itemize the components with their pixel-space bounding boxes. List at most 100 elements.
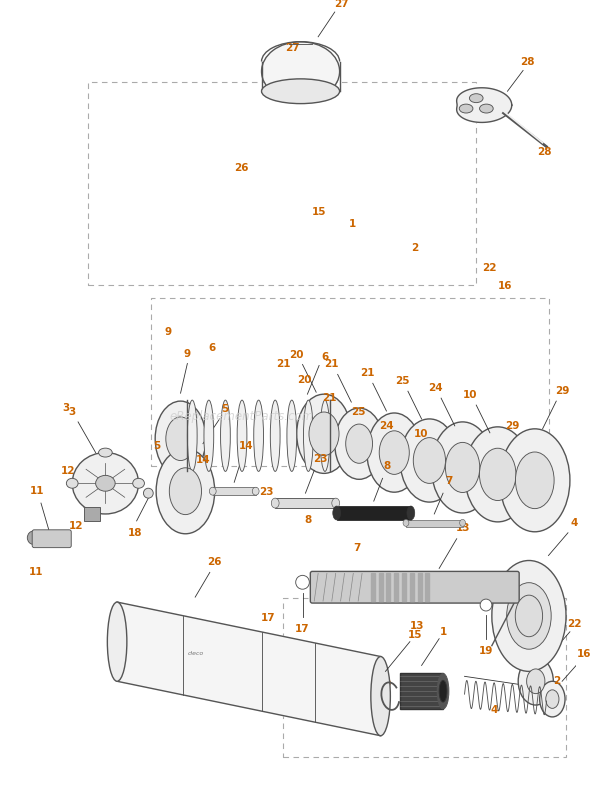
Text: 5: 5: [153, 441, 160, 452]
Text: 8: 8: [304, 515, 312, 525]
Circle shape: [143, 488, 153, 498]
Text: 4: 4: [490, 705, 498, 715]
Ellipse shape: [492, 561, 566, 671]
Text: 29: 29: [555, 386, 569, 396]
Text: 11: 11: [30, 486, 44, 496]
Text: 28: 28: [520, 57, 534, 66]
Text: 13: 13: [410, 621, 425, 630]
Polygon shape: [457, 88, 512, 123]
Text: 14: 14: [238, 440, 253, 451]
Text: 19: 19: [378, 679, 392, 689]
Ellipse shape: [204, 400, 214, 471]
Ellipse shape: [515, 595, 543, 637]
Ellipse shape: [437, 673, 449, 709]
Ellipse shape: [254, 400, 264, 471]
Text: 18: 18: [127, 528, 142, 538]
FancyBboxPatch shape: [310, 571, 519, 603]
Text: 16: 16: [577, 649, 590, 659]
Text: 26: 26: [208, 558, 222, 567]
Ellipse shape: [379, 431, 409, 474]
Ellipse shape: [261, 79, 340, 103]
Polygon shape: [379, 574, 382, 601]
Text: 15: 15: [312, 207, 327, 217]
Text: 2: 2: [411, 243, 418, 253]
Text: cleco: cleco: [188, 650, 204, 655]
Ellipse shape: [346, 424, 372, 463]
Ellipse shape: [133, 478, 145, 488]
Polygon shape: [386, 574, 391, 601]
Ellipse shape: [413, 438, 445, 483]
Text: 21: 21: [324, 360, 339, 369]
Ellipse shape: [155, 401, 206, 477]
Ellipse shape: [66, 478, 78, 488]
Text: eReplacementParts.com: eReplacementParts.com: [170, 410, 314, 423]
Ellipse shape: [407, 506, 415, 520]
Ellipse shape: [287, 400, 297, 471]
Ellipse shape: [72, 452, 139, 514]
Text: 9: 9: [165, 327, 172, 337]
Ellipse shape: [335, 408, 384, 479]
Ellipse shape: [169, 468, 202, 515]
Ellipse shape: [320, 400, 330, 471]
Text: 5: 5: [221, 404, 228, 414]
Ellipse shape: [156, 448, 215, 534]
Text: 27: 27: [285, 43, 300, 53]
Polygon shape: [402, 574, 406, 601]
Ellipse shape: [261, 42, 340, 101]
Ellipse shape: [166, 417, 195, 461]
Text: 3: 3: [68, 407, 76, 417]
Ellipse shape: [518, 658, 553, 705]
Text: 21: 21: [276, 359, 290, 369]
Text: 27: 27: [335, 0, 349, 9]
Bar: [84, 507, 100, 521]
Text: 1: 1: [349, 219, 356, 229]
Polygon shape: [394, 574, 398, 601]
Polygon shape: [418, 574, 422, 601]
Ellipse shape: [332, 498, 340, 508]
Ellipse shape: [371, 657, 391, 736]
Ellipse shape: [516, 452, 554, 508]
Ellipse shape: [367, 413, 422, 492]
Text: 7: 7: [445, 476, 453, 486]
Text: 9: 9: [184, 348, 191, 359]
Text: 23: 23: [259, 487, 273, 497]
Ellipse shape: [188, 400, 197, 471]
Text: 11: 11: [28, 567, 43, 577]
Text: 23: 23: [313, 453, 327, 464]
Ellipse shape: [209, 487, 216, 495]
Ellipse shape: [540, 681, 565, 717]
Text: 4: 4: [570, 518, 578, 528]
Ellipse shape: [439, 680, 447, 702]
Polygon shape: [117, 602, 381, 736]
Bar: [275, 498, 336, 508]
Ellipse shape: [500, 429, 570, 532]
FancyBboxPatch shape: [32, 530, 71, 548]
Circle shape: [296, 575, 309, 589]
Ellipse shape: [464, 427, 531, 522]
Bar: [283, 598, 566, 756]
Text: 7: 7: [353, 543, 360, 553]
Text: 16: 16: [499, 281, 513, 292]
Ellipse shape: [96, 475, 115, 491]
Polygon shape: [425, 574, 430, 601]
Text: 12: 12: [61, 466, 76, 477]
Text: 22: 22: [568, 619, 582, 629]
Text: 6: 6: [322, 351, 329, 361]
Ellipse shape: [460, 520, 466, 526]
Ellipse shape: [221, 400, 230, 471]
Ellipse shape: [480, 104, 493, 113]
Bar: [400, 673, 443, 709]
Text: 29: 29: [505, 421, 520, 431]
Ellipse shape: [470, 94, 483, 103]
Text: 21: 21: [322, 393, 336, 403]
Text: 20: 20: [297, 375, 312, 385]
Bar: [406, 520, 463, 527]
Text: 10: 10: [463, 390, 478, 400]
Text: 6: 6: [208, 343, 215, 353]
Text: 13: 13: [456, 523, 471, 532]
Text: 28: 28: [537, 147, 552, 157]
Ellipse shape: [253, 487, 259, 495]
Text: 25: 25: [351, 407, 365, 417]
Ellipse shape: [333, 506, 340, 520]
Ellipse shape: [297, 394, 351, 473]
